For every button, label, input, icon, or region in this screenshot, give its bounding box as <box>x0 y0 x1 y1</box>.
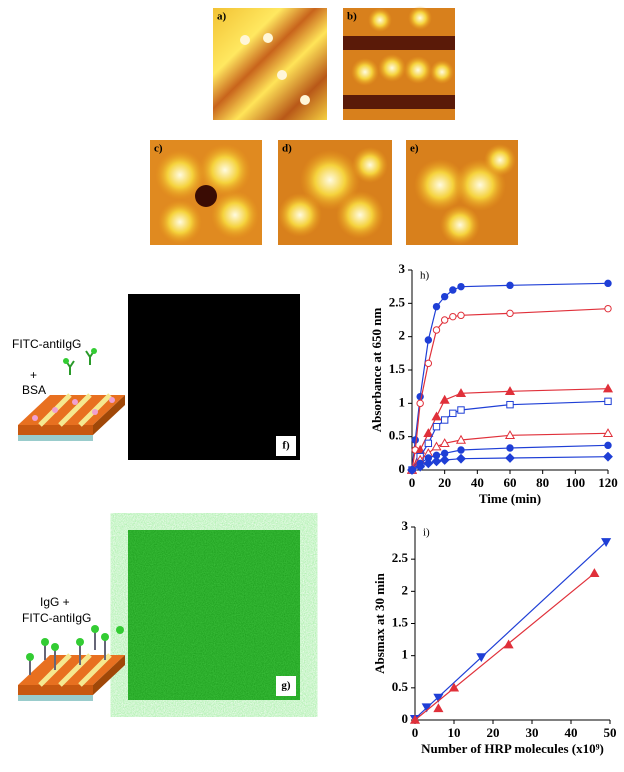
x-tick-label: 0 <box>409 475 416 490</box>
marker <box>457 454 465 462</box>
y-tick-label: 0 <box>402 711 409 726</box>
fit-line <box>415 542 606 719</box>
x-tick-label: 100 <box>566 475 586 490</box>
figure: a) b) c) d) e) f) FITC-antiIgG + BSA g) … <box>0 0 624 767</box>
chart-title: h) <box>420 270 430 282</box>
y-tick-label: 0 <box>399 461 406 476</box>
y-tick-label: 2 <box>402 582 409 597</box>
panel-label: d) <box>282 143 292 155</box>
schematic-text: IgG + <box>40 595 70 609</box>
x-axis-label: Number of HRP molecules (x10⁹) <box>421 741 604 756</box>
marker <box>507 310 513 316</box>
y-tick-label: 1 <box>402 647 409 662</box>
panel-label: b) <box>347 11 357 23</box>
marker <box>507 401 513 407</box>
marker <box>458 283 464 289</box>
marker <box>441 317 447 323</box>
schematic-text: + <box>30 368 37 382</box>
marker <box>432 442 440 449</box>
panel-label: f) <box>282 440 290 452</box>
x-tick-label: 40 <box>565 725 578 740</box>
y-tick-label: 3 <box>399 261 406 276</box>
marker <box>605 442 611 448</box>
panel-label: a) <box>217 11 227 23</box>
marker <box>441 417 447 423</box>
marker <box>433 327 439 333</box>
schematic-text: BSA <box>22 383 46 397</box>
marker <box>432 412 440 419</box>
y-tick-label: 2.5 <box>392 550 409 565</box>
marker <box>507 445 513 451</box>
panel-a: a) <box>213 8 327 120</box>
marker <box>605 280 611 286</box>
marker <box>604 452 612 460</box>
x-tick-label: 10 <box>448 725 461 740</box>
y-tick-label: 2.5 <box>389 294 406 309</box>
marker <box>425 337 431 343</box>
marker <box>506 454 514 462</box>
marker <box>590 569 598 576</box>
marker <box>424 429 432 436</box>
panel-label: c) <box>154 143 163 155</box>
schematic-text: FITC-antiIgG <box>12 337 81 351</box>
x-tick-label: 120 <box>598 475 618 490</box>
panel-g: g) IgG + FITC-antiIgG <box>18 530 300 701</box>
panel-c: c) <box>150 140 262 245</box>
marker <box>441 293 447 299</box>
panel-label: g) <box>281 680 291 692</box>
x-tick-label: 40 <box>471 475 484 490</box>
marker <box>605 398 611 404</box>
schematic-text: FITC-antiIgG <box>22 611 91 625</box>
marker <box>605 305 611 311</box>
panel-label: e) <box>410 143 419 155</box>
marker <box>417 400 423 406</box>
marker <box>412 437 418 443</box>
panel-d: d) <box>278 140 392 245</box>
x-tick-label: 20 <box>487 725 500 740</box>
marker <box>450 313 456 319</box>
y-axis-label: Absmax at 30 min <box>372 572 387 674</box>
y-tick-label: 1 <box>399 394 406 409</box>
x-tick-label: 30 <box>526 725 539 740</box>
y-tick-label: 0.5 <box>392 679 409 694</box>
panel-f: f) FITC-antiIgG + BSA <box>12 294 300 460</box>
marker <box>433 423 439 429</box>
marker <box>458 312 464 318</box>
x-tick-label: 60 <box>504 475 517 490</box>
x-tick-label: 20 <box>438 475 451 490</box>
panel-e: e) <box>406 140 518 245</box>
x-tick-label: 50 <box>604 725 617 740</box>
marker <box>432 457 440 465</box>
y-tick-label: 0.5 <box>389 428 406 443</box>
x-tick-label: 80 <box>536 475 549 490</box>
marker <box>434 704 442 711</box>
y-tick-label: 1.5 <box>389 361 406 376</box>
marker <box>425 360 431 366</box>
marker <box>450 287 456 293</box>
marker <box>507 282 513 288</box>
chart-title: i) <box>423 527 430 539</box>
x-axis-label: Time (min) <box>479 491 541 506</box>
marker <box>440 456 448 464</box>
x-tick-label: 0 <box>412 725 419 740</box>
panel-b: b) <box>343 6 455 120</box>
marker <box>458 407 464 413</box>
marker <box>440 396 448 403</box>
marker <box>433 303 439 309</box>
y-tick-label: 2 <box>399 328 406 343</box>
y-axis-label: Absorbance at 650 nm <box>369 308 384 433</box>
marker <box>425 440 431 446</box>
y-tick-label: 1.5 <box>392 614 409 629</box>
marker <box>458 447 464 453</box>
page: a) b) c) d) e) f) FITC-antiIgG + BSA g) … <box>0 0 624 772</box>
y-tick-label: 3 <box>402 518 409 533</box>
marker <box>450 410 456 416</box>
